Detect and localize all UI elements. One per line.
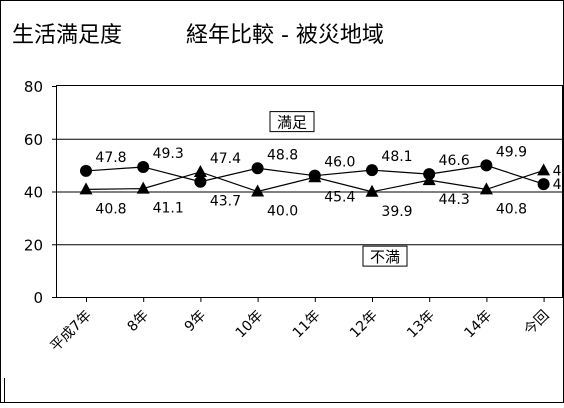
series-marker-circle bbox=[137, 160, 150, 173]
y-tick-label: 20 bbox=[24, 236, 43, 254]
data-label: 46.0 bbox=[324, 155, 355, 171]
series-marker-circle bbox=[80, 164, 92, 177]
series-group bbox=[79, 159, 551, 197]
series-marker-triangle bbox=[251, 184, 265, 197]
series-marker-triangle bbox=[479, 182, 493, 195]
data-label: 44.3 bbox=[439, 192, 470, 208]
series-marker-circle bbox=[251, 162, 264, 175]
series-marker-triangle bbox=[308, 170, 322, 183]
data-label: 39.9 bbox=[381, 204, 412, 220]
data-label: 40.8 bbox=[496, 201, 527, 217]
data-label: 43.7 bbox=[210, 194, 241, 210]
y-tick-label: 0 bbox=[33, 289, 43, 307]
data-label: 40.0 bbox=[267, 204, 298, 220]
data-labels: 47.8 49.3 43.7 48.8 46.0 48.1 46.6 49.9 42.8 40.8… bbox=[95, 144, 564, 219]
data-label: 40.8 bbox=[95, 201, 126, 217]
annotation-label: 不満 bbox=[370, 248, 400, 266]
annotation: 満足 bbox=[269, 111, 315, 133]
y-axis: 0 20 40 60 80 bbox=[24, 78, 57, 307]
data-label: 45.4 bbox=[324, 189, 355, 205]
data-label: 49.3 bbox=[153, 146, 184, 162]
data-label: 49.9 bbox=[496, 144, 527, 160]
y-tick-label: 60 bbox=[24, 131, 43, 149]
data-label: 48.1 bbox=[381, 149, 412, 165]
y-tick-label: 80 bbox=[24, 78, 43, 96]
chart-subtitle: 経年比較 - 被災地域 bbox=[186, 23, 384, 48]
data-label: 47.8 bbox=[95, 150, 126, 166]
annotation-box bbox=[362, 245, 408, 267]
annotation-box bbox=[269, 111, 315, 133]
series-marker-triangle bbox=[79, 182, 93, 195]
series-marker-triangle bbox=[136, 181, 150, 194]
series-marker-circle bbox=[366, 164, 378, 177]
series-marker-triangle bbox=[422, 173, 436, 186]
data-label: 48.8 bbox=[267, 147, 298, 163]
series-marker-triangle bbox=[537, 163, 551, 176]
data-label: 48.0 bbox=[553, 163, 564, 179]
data-label: 41.1 bbox=[153, 201, 184, 217]
series-marker-triangle bbox=[193, 164, 207, 177]
data-label: 46.6 bbox=[439, 153, 470, 169]
series-marker-circle bbox=[194, 175, 207, 188]
series-marker-triangle bbox=[365, 184, 379, 197]
annotation: 不満 bbox=[362, 245, 408, 267]
data-label: 47.4 bbox=[210, 151, 241, 167]
series-marker-circle bbox=[480, 159, 493, 172]
series-marker-circle bbox=[537, 178, 550, 191]
y-tick-label: 40 bbox=[24, 184, 43, 202]
data-label: 42.8 bbox=[553, 177, 564, 193]
annotation-label: 満足 bbox=[277, 114, 307, 132]
chart-title: 生活満足度 bbox=[12, 23, 122, 48]
